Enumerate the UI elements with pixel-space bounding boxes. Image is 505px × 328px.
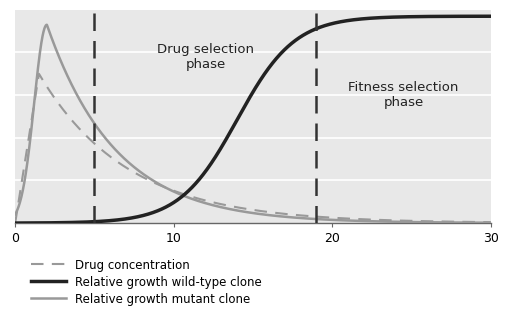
Text: Fitness selection
phase: Fitness selection phase xyxy=(348,81,458,109)
Text: Drug selection
phase: Drug selection phase xyxy=(157,43,254,71)
Legend: Drug concentration, Relative growth wild-type clone, Relative growth mutant clon: Drug concentration, Relative growth wild… xyxy=(30,259,262,306)
